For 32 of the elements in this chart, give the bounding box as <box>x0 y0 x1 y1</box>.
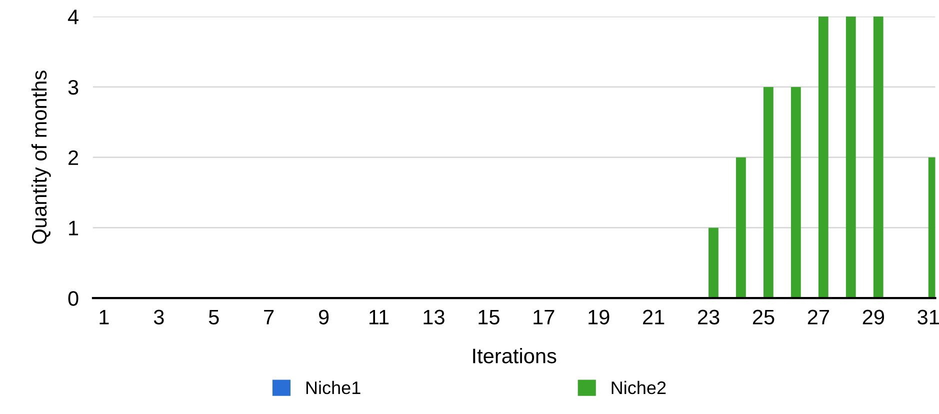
y-tick-label: 1 <box>69 220 78 236</box>
legend-label: Niche1 <box>306 380 360 394</box>
x-tick-label: 3 <box>154 310 164 324</box>
x-tick-label: 21 <box>643 310 664 324</box>
bar <box>790 86 801 298</box>
x-axis-title: Iterations <box>473 348 556 364</box>
x-tick-label: 23 <box>698 310 720 324</box>
bar <box>763 86 774 298</box>
legend-label: Niche2 <box>612 380 666 394</box>
x-tick-label: 13 <box>424 310 444 324</box>
x-tick-label: 7 <box>264 310 274 324</box>
bar <box>873 16 884 298</box>
x-tick-label: 29 <box>862 310 884 324</box>
x-tick-label: 11 <box>370 310 389 324</box>
y-tick-label: 0 <box>68 291 78 306</box>
bar <box>708 228 718 298</box>
y-tick-label: 2 <box>68 150 78 165</box>
x-tick-label: 5 <box>208 310 219 324</box>
x-tick-label: 17 <box>534 310 554 324</box>
y-tick-label: 3 <box>68 80 78 95</box>
x-tick-label: 25 <box>752 310 774 324</box>
x-tick-label: 19 <box>588 310 610 324</box>
x-tick-label: 27 <box>808 310 829 324</box>
x-tick-label: 1 <box>100 310 109 324</box>
bar <box>736 157 746 298</box>
x-tick-label: 9 <box>318 310 329 324</box>
y-axis-title: Quantity of months <box>31 70 51 244</box>
bar <box>846 16 856 298</box>
x-tick-label: 31 <box>918 310 939 324</box>
bar <box>818 16 828 298</box>
x-tick-label: 15 <box>478 310 500 324</box>
y-tick-label: 4 <box>68 10 78 24</box>
